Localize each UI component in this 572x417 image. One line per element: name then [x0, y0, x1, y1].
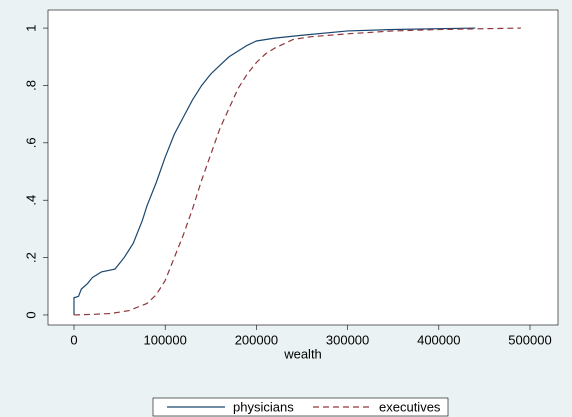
y-tick-label: 0 — [23, 311, 38, 318]
legend-box — [152, 397, 449, 417]
x-tick-label: 0 — [70, 332, 77, 347]
x-tick-label: 500000 — [508, 332, 551, 347]
x-tick-label: 400000 — [417, 332, 460, 347]
plot-area — [47, 9, 559, 326]
y-tick-label: .2 — [23, 252, 38, 263]
line — [73, 27, 476, 315]
x-axis-label: wealth — [283, 346, 322, 361]
y-tick-label: 1 — [23, 24, 38, 31]
x-tick-label: 200000 — [235, 332, 278, 347]
x-tick-label: 300000 — [326, 332, 369, 347]
x-tick-label: 100000 — [143, 332, 186, 347]
y-tick-label: .4 — [23, 195, 38, 206]
y-tick-label: .6 — [23, 137, 38, 148]
legend-label: executives — [379, 399, 441, 414]
line — [73, 27, 521, 316]
y-tick-label: .8 — [23, 80, 38, 91]
legend-label: physicians — [233, 399, 294, 414]
